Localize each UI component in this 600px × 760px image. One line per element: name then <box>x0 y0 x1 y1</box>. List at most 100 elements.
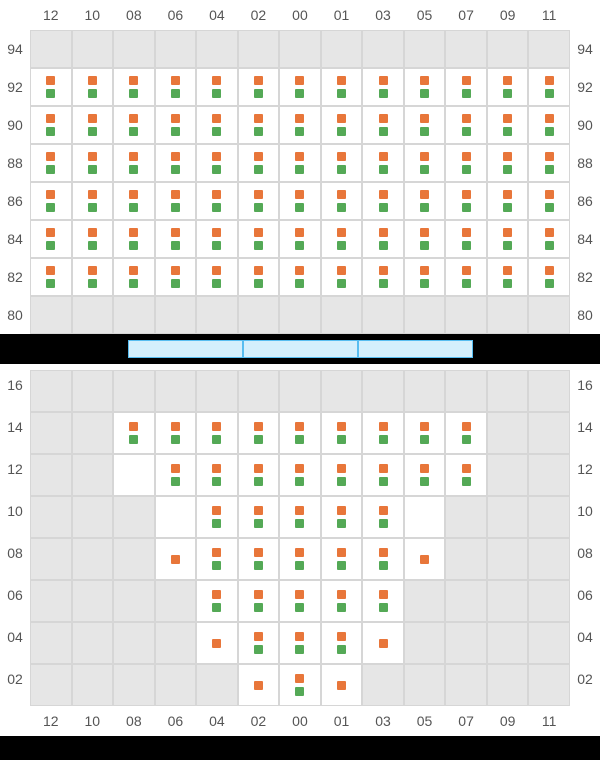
seat-cell[interactable] <box>487 144 529 182</box>
seat-cell[interactable] <box>404 412 446 454</box>
seat-cell[interactable] <box>279 664 321 706</box>
seat-cell[interactable] <box>404 220 446 258</box>
seat-cell[interactable] <box>238 220 280 258</box>
seat-cell[interactable] <box>362 258 404 296</box>
seat-cell[interactable] <box>279 622 321 664</box>
seat-cell[interactable] <box>30 220 72 258</box>
seat-cell[interactable] <box>238 412 280 454</box>
seat-cell[interactable] <box>196 68 238 106</box>
seat-cell[interactable] <box>238 538 280 580</box>
seat-cell[interactable] <box>155 538 197 580</box>
seat-cell[interactable] <box>404 144 446 182</box>
seat-cell[interactable] <box>155 220 197 258</box>
seat-cell[interactable] <box>30 182 72 220</box>
seat-cell[interactable] <box>155 144 197 182</box>
seat-cell[interactable] <box>196 106 238 144</box>
seat-cell[interactable] <box>196 496 238 538</box>
seat-cell[interactable] <box>279 412 321 454</box>
seat-cell[interactable] <box>155 412 197 454</box>
seat-cell[interactable] <box>196 182 238 220</box>
seat-cell[interactable] <box>196 144 238 182</box>
seat-cell[interactable] <box>362 68 404 106</box>
seat-cell[interactable] <box>445 258 487 296</box>
seat-cell[interactable] <box>321 664 363 706</box>
seat-cell[interactable] <box>321 622 363 664</box>
seat-cell[interactable] <box>279 496 321 538</box>
seat-cell[interactable] <box>487 182 529 220</box>
seat-cell[interactable] <box>528 258 570 296</box>
seat-cell[interactable] <box>155 258 197 296</box>
seat-cell[interactable] <box>362 220 404 258</box>
seat-cell[interactable] <box>528 68 570 106</box>
seat-cell[interactable] <box>362 496 404 538</box>
seat-cell[interactable] <box>321 258 363 296</box>
seat-cell[interactable] <box>362 412 404 454</box>
seat-cell[interactable] <box>321 496 363 538</box>
seat-cell[interactable] <box>404 496 446 538</box>
seat-cell[interactable] <box>279 258 321 296</box>
seat-cell[interactable] <box>155 182 197 220</box>
seat-cell[interactable] <box>362 106 404 144</box>
seat-cell[interactable] <box>30 106 72 144</box>
seat-cell[interactable] <box>196 580 238 622</box>
seat-cell[interactable] <box>279 106 321 144</box>
seat-cell[interactable] <box>279 182 321 220</box>
seat-cell[interactable] <box>321 182 363 220</box>
seat-cell[interactable] <box>196 622 238 664</box>
seat-cell[interactable] <box>362 182 404 220</box>
seat-cell[interactable] <box>72 258 114 296</box>
seat-cell[interactable] <box>445 412 487 454</box>
seat-cell[interactable] <box>238 580 280 622</box>
seat-cell[interactable] <box>238 664 280 706</box>
seat-cell[interactable] <box>113 412 155 454</box>
seat-cell[interactable] <box>279 68 321 106</box>
seat-cell[interactable] <box>321 144 363 182</box>
seat-cell[interactable] <box>238 622 280 664</box>
seat-cell[interactable] <box>279 538 321 580</box>
seat-cell[interactable] <box>362 622 404 664</box>
seat-cell[interactable] <box>445 144 487 182</box>
seat-cell[interactable] <box>445 454 487 496</box>
seat-cell[interactable] <box>445 106 487 144</box>
seat-cell[interactable] <box>196 412 238 454</box>
seat-cell[interactable] <box>196 220 238 258</box>
seat-cell[interactable] <box>196 258 238 296</box>
seat-cell[interactable] <box>487 220 529 258</box>
seat-cell[interactable] <box>72 68 114 106</box>
seat-cell[interactable] <box>238 182 280 220</box>
seat-cell[interactable] <box>487 68 529 106</box>
seat-cell[interactable] <box>155 496 197 538</box>
seat-cell[interactable] <box>113 258 155 296</box>
seat-cell[interactable] <box>113 182 155 220</box>
seat-cell[interactable] <box>404 454 446 496</box>
seat-cell[interactable] <box>30 258 72 296</box>
seat-cell[interactable] <box>362 144 404 182</box>
seat-cell[interactable] <box>238 68 280 106</box>
seat-cell[interactable] <box>72 144 114 182</box>
seat-cell[interactable] <box>113 454 155 496</box>
seat-cell[interactable] <box>279 580 321 622</box>
seat-cell[interactable] <box>404 182 446 220</box>
seat-cell[interactable] <box>487 258 529 296</box>
seat-cell[interactable] <box>362 454 404 496</box>
seat-cell[interactable] <box>528 182 570 220</box>
seat-cell[interactable] <box>113 144 155 182</box>
seat-cell[interactable] <box>113 68 155 106</box>
seat-cell[interactable] <box>445 68 487 106</box>
seat-cell[interactable] <box>72 182 114 220</box>
seat-cell[interactable] <box>113 220 155 258</box>
seat-cell[interactable] <box>362 580 404 622</box>
seat-cell[interactable] <box>321 68 363 106</box>
seat-cell[interactable] <box>30 144 72 182</box>
seat-cell[interactable] <box>487 106 529 144</box>
seat-cell[interactable] <box>321 106 363 144</box>
seat-cell[interactable] <box>321 454 363 496</box>
seat-cell[interactable] <box>238 496 280 538</box>
seat-cell[interactable] <box>238 144 280 182</box>
seat-cell[interactable] <box>528 220 570 258</box>
seat-cell[interactable] <box>238 454 280 496</box>
seat-cell[interactable] <box>321 412 363 454</box>
seat-cell[interactable] <box>321 580 363 622</box>
seat-cell[interactable] <box>238 106 280 144</box>
seat-cell[interactable] <box>404 106 446 144</box>
